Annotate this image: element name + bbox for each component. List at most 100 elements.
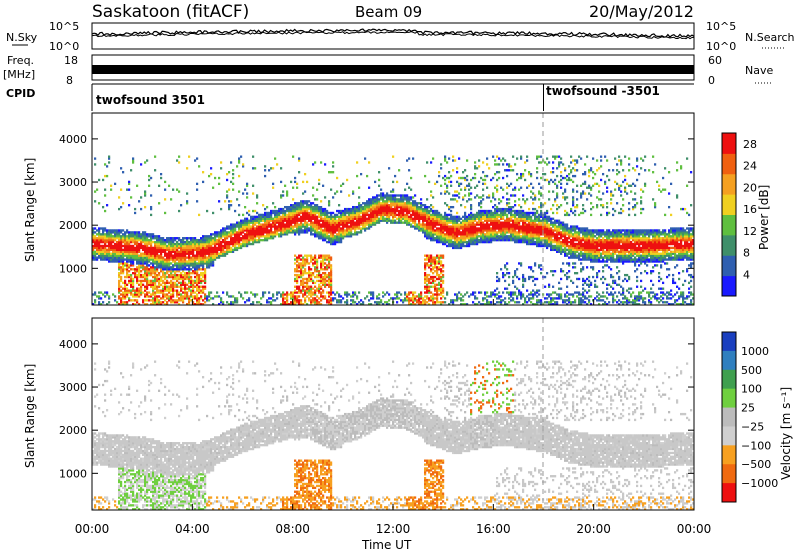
power-cell (474, 215, 477, 219)
power-cell (142, 264, 145, 267)
power-cell (396, 291, 399, 294)
power-cell (202, 264, 205, 267)
power-cell (490, 238, 493, 242)
power-cell (190, 291, 193, 294)
power-cell (496, 190, 499, 193)
power-cell (192, 271, 195, 275)
power-cell (486, 174, 489, 178)
power-cell (446, 213, 449, 217)
power-cell (132, 250, 135, 253)
power-cell (384, 209, 387, 213)
power-cell (154, 237, 157, 240)
power-cell (442, 225, 445, 228)
power-cell (224, 240, 227, 244)
power-cell (276, 231, 279, 234)
power-cell (202, 287, 205, 290)
power-cell (406, 159, 409, 162)
power-cell (200, 297, 203, 300)
power-cell (102, 178, 105, 182)
power-cell (434, 182, 437, 186)
power-cell (142, 268, 145, 271)
power-cell (458, 219, 461, 222)
power-cell (344, 219, 347, 222)
power-cell (320, 227, 323, 230)
power-cell (162, 266, 165, 269)
power-cell (444, 240, 447, 244)
power-cell (118, 235, 121, 238)
power-cell (474, 229, 477, 232)
power-cell (262, 219, 265, 222)
power-cell (324, 225, 327, 228)
power-cell (318, 235, 321, 238)
power-cell (426, 262, 429, 265)
power-cell (278, 233, 281, 236)
power-cell (168, 266, 171, 269)
power-cell (130, 244, 133, 248)
power-cell (200, 250, 203, 253)
power-cell (274, 205, 277, 209)
power-cell (436, 219, 439, 222)
power-cell (262, 295, 265, 298)
power-cell (488, 213, 491, 217)
power-cell (478, 211, 481, 215)
power-cell (470, 293, 473, 296)
power-cell (494, 198, 497, 201)
power-cell (422, 215, 425, 219)
power-cell (450, 184, 453, 187)
power-cell (438, 268, 441, 271)
power-cell (258, 235, 261, 238)
power-cell (246, 196, 249, 199)
power-cell (500, 301, 503, 304)
power-cell (376, 213, 379, 217)
power-cell (226, 233, 229, 236)
power-cell (198, 248, 201, 252)
power-cell (340, 184, 343, 187)
power-cell (354, 233, 357, 236)
power-cell (470, 225, 473, 228)
power-cell (236, 231, 239, 234)
power-cell (318, 285, 321, 288)
power-cell (330, 225, 333, 228)
power-cell (310, 229, 313, 232)
power-cell (286, 293, 289, 296)
power-cell (92, 235, 95, 238)
power-cell (328, 281, 331, 285)
power-cell (336, 235, 339, 238)
power-cell (394, 211, 397, 215)
power-cell (188, 270, 191, 273)
power-cell (220, 242, 223, 246)
power-cell (158, 238, 161, 242)
power-cell (436, 277, 439, 281)
power-cell (376, 202, 379, 205)
power-cell (402, 299, 405, 302)
power-cell (258, 219, 261, 222)
power-cell (386, 217, 389, 220)
power-cell (490, 209, 493, 213)
power-cell (434, 237, 437, 240)
power-cell (406, 295, 409, 298)
power-cell (302, 180, 305, 184)
power-cell (412, 291, 415, 294)
power-cell (196, 277, 199, 281)
power-cell (370, 291, 373, 294)
power-cell (360, 299, 363, 302)
power-cell (500, 237, 503, 240)
power-cell (256, 240, 259, 244)
power-cell (202, 250, 205, 253)
power-cell (172, 242, 175, 246)
power-cell (222, 238, 225, 242)
power-cell (456, 217, 459, 220)
power-cell (390, 205, 393, 209)
power-cell (310, 205, 313, 209)
power-cell (312, 262, 315, 265)
power-cell (462, 215, 465, 219)
power-cell (310, 207, 313, 211)
power-cell (156, 291, 159, 294)
power-cell (142, 266, 145, 269)
power-cell (108, 256, 111, 259)
power-cell (332, 171, 335, 174)
power-cell (154, 248, 157, 252)
power-cell (476, 194, 479, 197)
power-cell (332, 238, 335, 242)
power-cell (156, 275, 159, 279)
